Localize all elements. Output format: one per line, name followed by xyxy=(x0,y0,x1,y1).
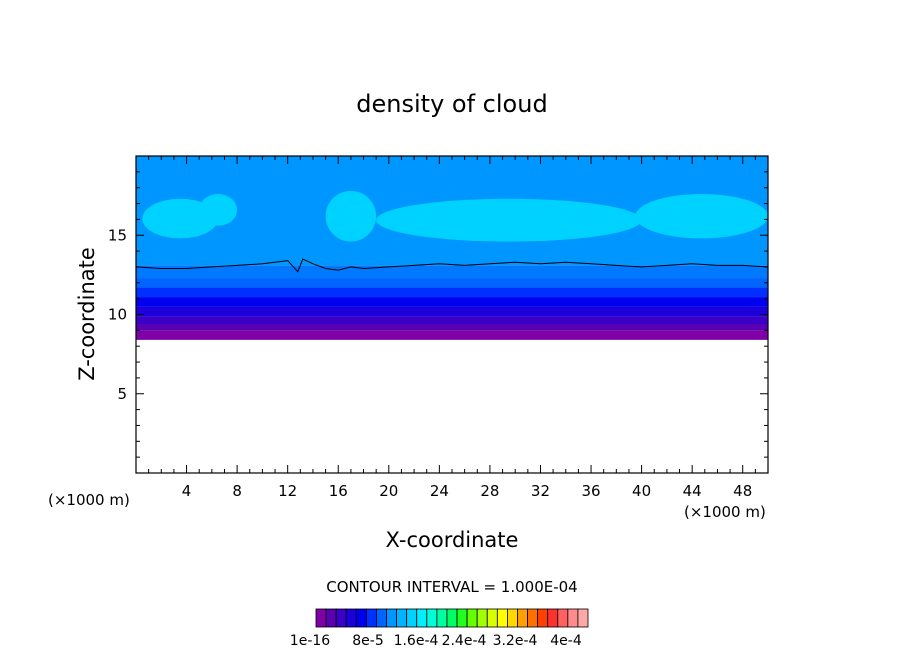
contour-layer-8 xyxy=(136,265,768,279)
colorbar-swatch xyxy=(315,608,327,628)
bright-patch-3 xyxy=(325,190,377,242)
colorbar-swatch xyxy=(335,608,347,628)
y-tick-label: 5 xyxy=(117,385,127,403)
contour-layer-6 xyxy=(136,287,768,298)
y-axis-label: Z-coordinate xyxy=(75,247,99,381)
x-tick-label: 16 xyxy=(329,482,348,500)
colorbar-swatch xyxy=(355,608,367,628)
bright-patch-1 xyxy=(142,198,219,239)
colorbar-swatch xyxy=(365,608,377,628)
y-tick-label: 15 xyxy=(108,226,127,244)
colorbar-swatch xyxy=(577,608,589,628)
x-tick-label: 12 xyxy=(278,482,297,500)
colorbar-swatch xyxy=(416,608,428,628)
colorbar-swatch xyxy=(567,608,579,628)
x-unit-right: (×1000 m) xyxy=(684,503,766,521)
contour-layer-5 xyxy=(136,297,768,307)
colorbar-swatch xyxy=(496,608,508,628)
colorbar-swatch xyxy=(406,608,418,628)
x-tick-label: 8 xyxy=(232,482,242,500)
colorbar-swatch xyxy=(527,608,539,628)
x-tick-label: 40 xyxy=(632,482,651,500)
contour-line xyxy=(135,258,769,273)
contour-interval-text: CONTOUR INTERVAL = 1.000E-04 xyxy=(326,578,577,596)
bright-patch-5 xyxy=(635,194,768,239)
contour-layer-1 xyxy=(136,330,768,340)
x-axis: 4 8 12 16 20 24 28 32 36 40 44 48 xyxy=(148,156,756,500)
colorbar-swatch xyxy=(325,608,337,628)
y-axis: 5 10 15 xyxy=(108,171,768,458)
colorbar-label: 2.4e-4 xyxy=(442,633,487,649)
colorbar-swatch xyxy=(486,608,498,628)
x-axis-label: X-coordinate xyxy=(386,528,519,552)
bright-patch-2 xyxy=(199,194,238,226)
plot-area xyxy=(136,156,768,340)
x-tick-label: 44 xyxy=(683,482,702,500)
colorbar-swatch xyxy=(426,608,438,628)
colorbar-swatch xyxy=(456,608,468,628)
colorbar-swatch xyxy=(446,608,458,628)
colorbar-swatch xyxy=(396,608,408,628)
x-tick-label: 36 xyxy=(581,482,600,500)
colorbar xyxy=(315,608,589,628)
colorbar-swatch xyxy=(436,608,448,628)
x-tick-label: 28 xyxy=(480,482,499,500)
contour-layer-3 xyxy=(136,316,768,325)
contour-layer-2 xyxy=(136,324,768,331)
colorbar-swatch xyxy=(547,608,559,628)
colorbar-swatch xyxy=(507,608,518,628)
y-tick-label: 10 xyxy=(108,306,127,324)
contour-layer-4 xyxy=(136,306,768,317)
colorbar-label: 1.6e-4 xyxy=(394,633,439,649)
colorbar-swatch xyxy=(466,608,478,628)
x-tick-label: 4 xyxy=(182,482,192,500)
colorbar-swatch xyxy=(537,608,549,628)
contour-layer-7 xyxy=(136,278,768,288)
x-tick-label: 48 xyxy=(733,482,752,500)
x-tick-label: 20 xyxy=(379,482,398,500)
x-tick-label: 32 xyxy=(531,482,550,500)
colorbar-swatch xyxy=(476,608,488,628)
colorbar-label: 1e-16 xyxy=(290,633,330,649)
colorbar-label: 4e-4 xyxy=(550,633,582,649)
colorbar-label: 8e-5 xyxy=(352,633,383,649)
colorbar-label: 3.2e-4 xyxy=(493,633,538,649)
bright-patch-4 xyxy=(376,198,642,242)
colorbar-swatch xyxy=(517,608,528,628)
chart-title: density of cloud xyxy=(356,90,547,118)
x-tick-label: 24 xyxy=(430,482,449,500)
x-unit-left: (×1000 m) xyxy=(48,491,130,509)
colorbar-swatch xyxy=(376,608,387,628)
colorbar-labels: 1e-16 8e-5 1.6e-4 2.4e-4 3.2e-4 4e-4 xyxy=(290,633,582,649)
colorbar-swatch xyxy=(345,608,357,628)
colorbar-swatch xyxy=(557,608,569,628)
colorbar-swatch xyxy=(386,608,397,628)
contour-line-group xyxy=(135,258,769,273)
